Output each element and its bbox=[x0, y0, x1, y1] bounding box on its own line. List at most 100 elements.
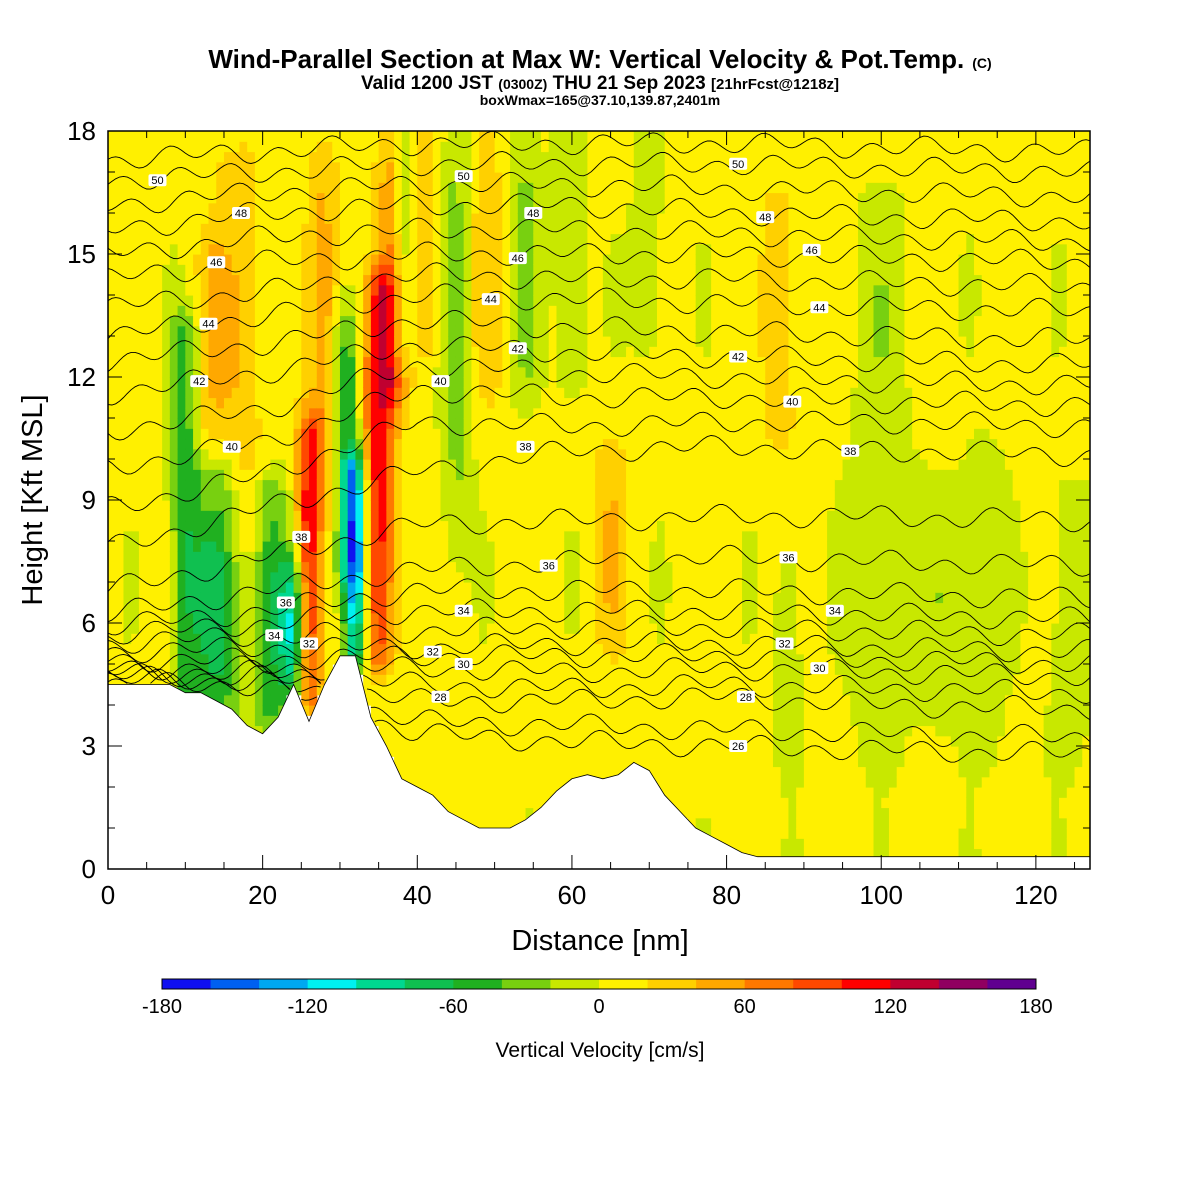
w-cell bbox=[479, 428, 488, 440]
w-cell bbox=[409, 387, 418, 399]
w-cell bbox=[417, 202, 426, 214]
w-cell bbox=[440, 264, 449, 276]
w-cell bbox=[711, 366, 720, 378]
w-cell bbox=[146, 161, 155, 173]
w-cell bbox=[293, 325, 302, 337]
w-cell bbox=[347, 530, 357, 542]
w-cell bbox=[162, 623, 171, 634]
w-cell bbox=[363, 407, 372, 419]
w-cell bbox=[162, 448, 171, 460]
w-cell bbox=[649, 346, 658, 358]
w-cell bbox=[262, 202, 271, 214]
w-cell bbox=[595, 397, 604, 409]
w-cell bbox=[131, 500, 140, 511]
w-cell bbox=[270, 561, 279, 573]
w-cell bbox=[711, 623, 720, 634]
w-cell bbox=[587, 766, 596, 778]
w-cell bbox=[185, 643, 194, 655]
w-cell bbox=[556, 653, 565, 665]
w-cell bbox=[108, 295, 117, 306]
w-cell bbox=[471, 243, 480, 255]
w-cell bbox=[401, 366, 411, 378]
w-cell bbox=[355, 561, 364, 573]
w-cell bbox=[695, 305, 704, 317]
w-cell bbox=[278, 264, 287, 276]
w-cell bbox=[208, 664, 217, 675]
w-cell bbox=[541, 459, 550, 470]
w-cell bbox=[680, 438, 689, 450]
w-cell bbox=[247, 243, 256, 255]
w-cell bbox=[672, 520, 681, 532]
w-cell bbox=[262, 448, 271, 460]
w-cell bbox=[239, 479, 248, 491]
w-cell bbox=[494, 151, 503, 163]
w-cell bbox=[347, 192, 357, 204]
w-cell bbox=[440, 151, 449, 163]
w-cell bbox=[626, 561, 635, 573]
w-cell bbox=[571, 428, 581, 440]
w-cell bbox=[579, 479, 588, 491]
w-cell bbox=[486, 182, 496, 194]
w-cell bbox=[193, 520, 202, 532]
w-cell bbox=[455, 418, 465, 429]
w-cell bbox=[239, 233, 248, 245]
w-cell bbox=[471, 500, 480, 511]
w-cell bbox=[541, 664, 550, 675]
w-cell bbox=[510, 510, 519, 522]
w-cell bbox=[471, 602, 480, 614]
w-cell bbox=[618, 213, 627, 224]
w-cell bbox=[378, 684, 387, 696]
w-cell bbox=[502, 161, 511, 173]
w-cell bbox=[486, 530, 496, 542]
w-cell bbox=[254, 561, 264, 573]
w-cell bbox=[680, 295, 689, 306]
w-cell bbox=[254, 202, 264, 214]
w-cell bbox=[270, 305, 279, 317]
w-cell bbox=[556, 346, 565, 358]
w-cell bbox=[185, 223, 194, 235]
w-cell bbox=[541, 489, 550, 501]
w-cell bbox=[293, 459, 302, 470]
w-cell bbox=[254, 346, 264, 358]
w-cell bbox=[185, 582, 194, 593]
w-cell bbox=[649, 377, 658, 388]
w-cell bbox=[510, 725, 519, 737]
w-cell bbox=[247, 653, 256, 665]
w-cell bbox=[417, 725, 426, 737]
w-cell bbox=[316, 243, 326, 255]
w-cell bbox=[339, 182, 349, 194]
w-cell bbox=[208, 336, 217, 347]
w-cell bbox=[448, 182, 457, 194]
w-cell bbox=[718, 489, 728, 501]
w-cell bbox=[193, 192, 202, 204]
w-cell bbox=[510, 161, 519, 173]
w-cell bbox=[200, 602, 210, 614]
w-cell bbox=[664, 694, 674, 706]
w-cell bbox=[185, 233, 194, 245]
w-cell bbox=[479, 223, 488, 235]
w-cell bbox=[734, 684, 743, 696]
w-cell bbox=[494, 407, 503, 419]
w-cell bbox=[695, 418, 704, 429]
w-cell bbox=[231, 612, 241, 624]
w-cell bbox=[394, 172, 403, 183]
w-cell bbox=[123, 674, 132, 686]
w-cell bbox=[386, 500, 395, 511]
w-cell bbox=[146, 643, 155, 655]
w-cell bbox=[432, 407, 442, 419]
w-cell bbox=[231, 571, 241, 583]
w-cell bbox=[425, 664, 434, 675]
w-cell bbox=[154, 325, 163, 337]
w-cell bbox=[455, 705, 465, 716]
w-cell bbox=[510, 172, 519, 183]
w-cell bbox=[633, 756, 643, 768]
w-cell bbox=[138, 561, 148, 573]
w-cell bbox=[425, 602, 434, 614]
w-cell bbox=[293, 182, 302, 194]
w-cell bbox=[680, 336, 689, 347]
w-cell bbox=[146, 500, 155, 511]
w-cell bbox=[216, 377, 225, 388]
w-cell bbox=[656, 315, 666, 327]
w-cell bbox=[185, 674, 194, 686]
w-cell bbox=[687, 366, 697, 378]
